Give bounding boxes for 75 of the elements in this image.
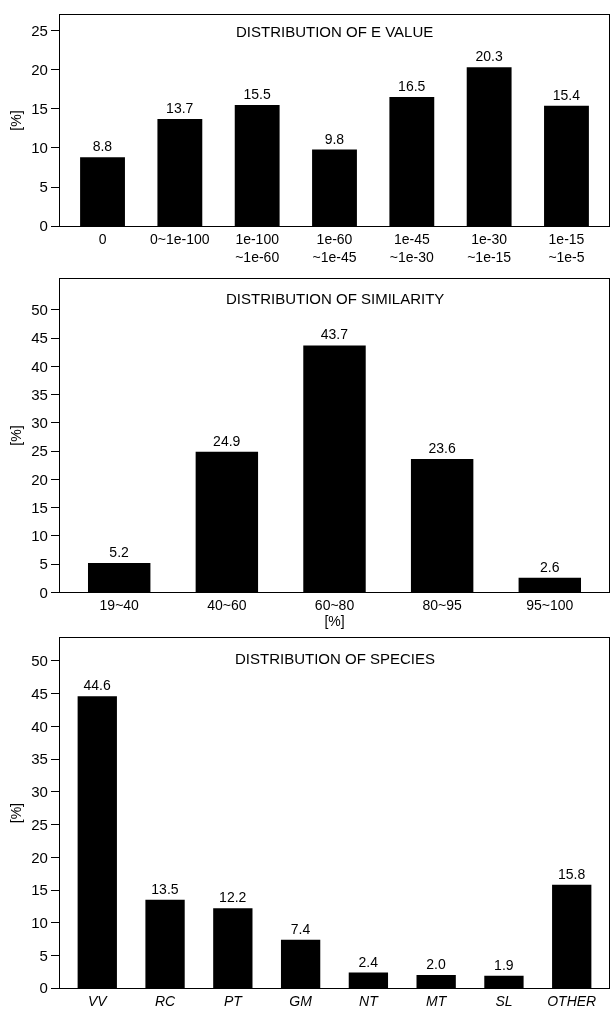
data-label: 43.7 bbox=[320, 326, 349, 343]
x-tick-label: RC bbox=[154, 993, 177, 1010]
data-label: 2.0 bbox=[426, 956, 446, 973]
y-tick-label: 25 bbox=[31, 815, 48, 833]
x-tick-label: 95~100 bbox=[526, 597, 574, 614]
x-tick-label: 1e-15 ~1e-5 bbox=[548, 231, 585, 266]
y-tick-label: 40 bbox=[31, 717, 48, 735]
data-label: 15.8 bbox=[557, 865, 586, 882]
x-tick-label: 80~95 bbox=[422, 597, 463, 614]
data-label: 2.4 bbox=[358, 953, 379, 970]
data-label: 7.4 bbox=[290, 920, 311, 937]
y-tick-label: 45 bbox=[31, 329, 48, 347]
y-tick-label: 10 bbox=[31, 139, 48, 157]
data-label: 15.4 bbox=[552, 86, 581, 103]
y-tick-label: 35 bbox=[31, 385, 48, 403]
data-label: 2.6 bbox=[539, 558, 560, 575]
x-tick-label: OTHER bbox=[547, 993, 597, 1010]
y-tick-label: 20 bbox=[31, 60, 48, 78]
data-label: 9.8 bbox=[324, 130, 345, 147]
x-tick-label: 0 bbox=[98, 231, 107, 248]
data-label: 5.2 bbox=[109, 543, 130, 560]
text: DISTRIBUTION OF SIMILARITY bbox=[226, 290, 445, 307]
x-tick-label: 1e-45 ~1e-30 bbox=[389, 231, 435, 266]
x-tick-label: GM bbox=[289, 993, 313, 1010]
y-tick-label: 50 bbox=[31, 652, 48, 670]
y-tick-label: 30 bbox=[31, 414, 48, 432]
y-tick-label: 20 bbox=[31, 470, 48, 488]
y-tick-label: 25 bbox=[31, 442, 48, 460]
y-tick-label: 0 bbox=[39, 217, 48, 235]
y-tick-label: 0 bbox=[39, 979, 48, 997]
y-tick-label: 15 bbox=[31, 498, 48, 516]
y-tick-label: 15 bbox=[31, 881, 48, 899]
y-tick-label: 5 bbox=[39, 555, 48, 573]
y-tick-label: 20 bbox=[31, 848, 48, 866]
data-label: 8.8 bbox=[92, 138, 113, 155]
y-tick-label: 45 bbox=[31, 684, 48, 702]
x-axis-title: [%] bbox=[324, 613, 345, 630]
data-label: 44.6 bbox=[83, 677, 112, 694]
x-tick-label: MT bbox=[426, 993, 448, 1010]
y-tick-label: 30 bbox=[31, 783, 48, 801]
data-label: 13.7 bbox=[166, 99, 194, 116]
data-label: 20.3 bbox=[475, 48, 503, 65]
data-label: 24.9 bbox=[213, 432, 241, 449]
y-axis-title: [%] bbox=[7, 110, 24, 131]
x-tick-label: 60~80 bbox=[314, 597, 355, 614]
y-tick-label: 5 bbox=[39, 178, 48, 196]
x-tick-label: VV bbox=[87, 993, 109, 1010]
y-tick-label: 40 bbox=[31, 357, 48, 375]
x-tick-label: 1e-60 ~1e-45 bbox=[312, 231, 357, 266]
data-label: 13.5 bbox=[151, 880, 179, 897]
data-label: 16.5 bbox=[398, 78, 426, 95]
x-tick-label: 0~1e-100 bbox=[150, 231, 210, 248]
x-tick-label: 40~60 bbox=[207, 597, 247, 614]
y-tick-label: 25 bbox=[31, 21, 48, 39]
y-axis-title: [%] bbox=[7, 802, 24, 824]
y-tick-label: 10 bbox=[31, 527, 48, 545]
y-tick-label: 0 bbox=[39, 583, 48, 601]
data-label: 1.9 bbox=[494, 956, 514, 973]
x-tick-label: 1e-30 ~1e-15 bbox=[467, 231, 512, 266]
y-tick-label: 10 bbox=[31, 913, 48, 931]
data-label: 23.6 bbox=[428, 440, 456, 457]
y-tick-label: 50 bbox=[31, 301, 48, 319]
y-tick-label: 15 bbox=[31, 100, 48, 118]
x-tick-label: 19~40 bbox=[99, 597, 140, 614]
text: DISTRIBUTION OF SPECIES bbox=[235, 650, 436, 667]
x-tick-label: SL bbox=[495, 993, 513, 1010]
x-tick-label: PT bbox=[223, 993, 244, 1010]
y-tick-label: 35 bbox=[31, 750, 48, 768]
text: DISTRIBUTION OF E VALUE bbox=[236, 23, 434, 40]
x-tick-label: 1e-100 ~1e-60 bbox=[235, 231, 280, 266]
x-tick-label: NT bbox=[359, 993, 380, 1010]
y-tick-label: 5 bbox=[39, 946, 48, 964]
y-axis-title: [%] bbox=[7, 425, 24, 446]
data-label: 12.2 bbox=[219, 889, 247, 906]
data-label: 15.5 bbox=[243, 85, 271, 102]
